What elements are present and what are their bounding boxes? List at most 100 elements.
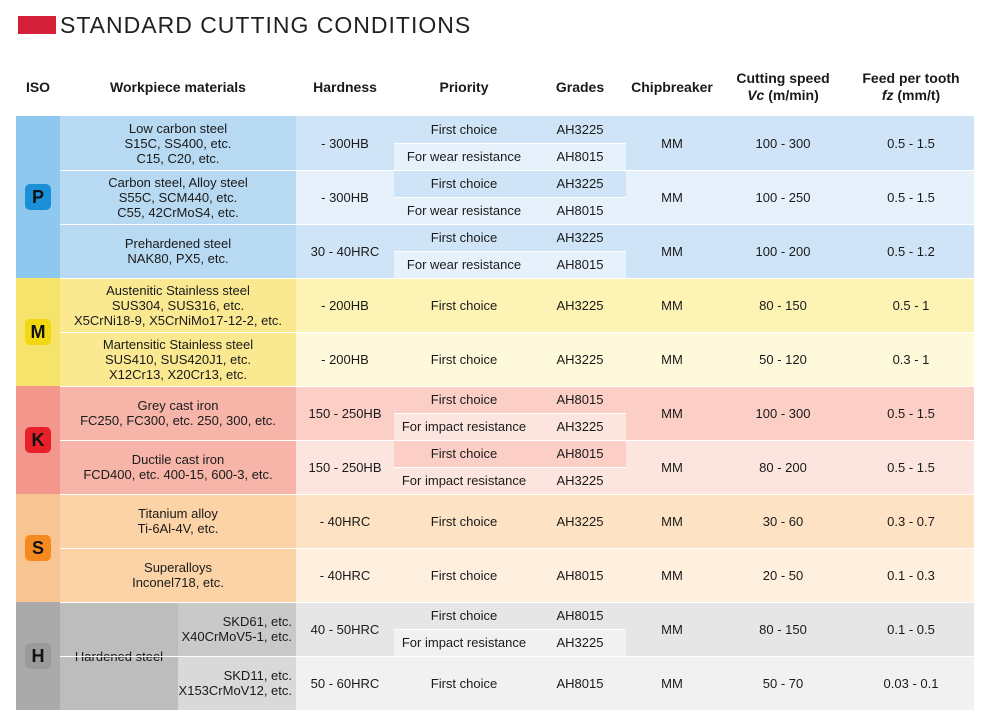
priority-cell: For impact resistance — [394, 467, 534, 494]
feed-per-tooth-cell: 0.5 - 1.5 — [848, 116, 974, 170]
material-line: Carbon steel, Alloy steel — [108, 174, 248, 190]
material-line: Superalloys — [144, 560, 212, 575]
grade-cell: AH8015 — [534, 251, 626, 278]
feed-per-tooth-cell: 0.3 - 0.7 — [848, 494, 974, 548]
priority-cell: For impact resistance — [394, 413, 534, 440]
iso-badge: S — [25, 535, 51, 561]
chipbreaker-cell: MM — [626, 602, 718, 656]
material-line: NAK80, PX5, etc. — [127, 251, 229, 266]
material-line: Low carbon steel — [128, 120, 228, 136]
cutting-speed-cell: 50 - 70 — [718, 656, 848, 710]
feed-per-tooth-cell: 0.1 - 0.5 — [848, 602, 974, 656]
choice-divider — [394, 413, 626, 414]
hardness-cell: - 300HB — [296, 116, 394, 170]
material-line: Grey cast iron — [137, 398, 219, 413]
hardness-cell: 50 - 60HRC — [296, 656, 394, 710]
row-divider — [60, 548, 974, 549]
priority-cell: First choice — [394, 494, 534, 548]
grade-cell: AH3225 — [534, 413, 626, 440]
grade-cell: AH8015 — [534, 602, 626, 629]
material-line: Ti-6Al-4V, etc. — [137, 521, 219, 536]
grade-cell: AH3225 — [534, 116, 626, 143]
chipbreaker-cell: MM — [626, 170, 718, 224]
material-line: SUS304, SUS316, etc. — [111, 297, 245, 313]
material-cell: Carbon steel, Alloy steel S55C, SCM440, e… — [60, 170, 296, 224]
grade-cell: AH8015 — [534, 197, 626, 224]
material-cell: Austenitic Stainless steel SUS304, SUS316… — [60, 278, 296, 332]
row-divider — [60, 332, 974, 333]
material-line: S55C, SCM440, etc. — [118, 189, 238, 205]
feed-per-tooth-cell: 0.5 - 1.5 — [848, 386, 974, 440]
row-divider — [60, 494, 974, 495]
material-line: X153CrMoV12, etc. — [178, 683, 292, 698]
material-cell: Martensitic Stainless steel SUS410, SUS42… — [60, 332, 296, 386]
material-cell: Titanium alloy Ti-6Al-4V, etc. — [60, 494, 296, 548]
material-cell: Ductile cast iron FCD400, etc. 400-15, 60… — [60, 440, 296, 494]
grade-cell: AH8015 — [534, 143, 626, 170]
material-line: S15C, SS400, etc. — [124, 135, 232, 151]
chipbreaker-cell: MM — [626, 278, 718, 332]
material-cell: SKD11, etc. X153CrMoV12, etc. — [178, 656, 296, 710]
iso-group-m: M — [16, 278, 60, 386]
material-line: X40CrMoV5-1, etc. — [181, 629, 292, 644]
priority-cell: For wear resistance — [394, 197, 534, 224]
priority-cell: First choice — [394, 440, 534, 467]
iso-badge: M — [25, 319, 51, 345]
material-line: Ductile cast iron — [131, 452, 225, 467]
page-title: STANDARD CUTTING CONDITIONS — [60, 12, 472, 38]
chipbreaker-cell: MM — [626, 548, 718, 602]
material-line: X12Cr13, X20Cr13, etc. — [108, 366, 248, 382]
chipbreaker-cell: MM — [626, 656, 718, 710]
header-grades: Grades — [555, 78, 605, 95]
feed-per-tooth-cell: 0.1 - 0.3 — [848, 548, 974, 602]
title-accent-bar — [18, 16, 56, 34]
material-line: X5CrNi18-9, X5CrNiMo17-12-2, etc. — [73, 312, 283, 328]
header-iso: ISO — [25, 78, 51, 95]
material-line: Titanium alloy — [138, 506, 218, 521]
grade-cell: AH8015 — [534, 656, 626, 710]
feed-per-tooth-cell: 0.3 - 1 — [848, 332, 974, 386]
choice-divider — [394, 197, 626, 198]
header-cutting-speed: Cutting speed Vc (m/min) — [736, 70, 830, 103]
row-divider — [60, 656, 974, 657]
choice-divider — [394, 143, 626, 144]
cutting-speed-cell: 20 - 50 — [718, 548, 848, 602]
chipbreaker-cell: MM — [626, 386, 718, 440]
material-line: SKD61, etc. — [222, 614, 292, 629]
priority-cell: First choice — [394, 170, 534, 197]
hardness-cell: - 40HRC — [296, 548, 394, 602]
row-divider — [60, 602, 974, 603]
feed-per-tooth-cell: 0.03 - 0.1 — [848, 656, 974, 710]
iso-badge: K — [25, 427, 51, 453]
cutting-speed-cell: 100 - 300 — [718, 116, 848, 170]
iso-group-p: P — [16, 116, 60, 278]
material-line: FCD400, etc. 400-15, 600-3, etc. — [83, 467, 273, 482]
iso-group-k: K — [16, 386, 60, 494]
header-hardness: Hardness — [313, 78, 377, 95]
cutting-speed-cell: 100 - 300 — [718, 386, 848, 440]
grade-cell: AH8015 — [534, 440, 626, 467]
grade-cell: AH8015 — [534, 386, 626, 413]
cutting-speed-cell: 80 - 150 — [718, 602, 848, 656]
cutting-speed-cell: 50 - 120 — [718, 332, 848, 386]
chipbreaker-cell: MM — [626, 440, 718, 494]
priority-cell: First choice — [394, 656, 534, 710]
material-cell: Low carbon steel S15C, SS400, etc. C15, C2… — [60, 116, 296, 170]
material-line: Martensitic Stainless steel — [102, 336, 254, 352]
header-materials: Workpiece materials — [110, 78, 246, 95]
feed-per-tooth-cell: 0.5 - 1.5 — [848, 170, 974, 224]
priority-cell: First choice — [394, 224, 534, 251]
material-line: SKD11, etc. — [223, 668, 292, 683]
material-cell: Grey cast iron FC250, FC300, etc. 250, 30… — [60, 386, 296, 440]
chipbreaker-cell: MM — [626, 494, 718, 548]
cutting-speed-cell: 100 - 200 — [718, 224, 848, 278]
feed-per-tooth-cell: 0.5 - 1.5 — [848, 440, 974, 494]
material-line: FC250, FC300, etc. 250, 300, etc. — [80, 413, 276, 428]
priority-cell: First choice — [394, 116, 534, 143]
choice-divider — [394, 467, 626, 468]
feed-per-tooth-cell: 0.5 - 1 — [848, 278, 974, 332]
iso-badge: P — [25, 184, 51, 210]
header-priority: Priority — [439, 78, 489, 95]
material-line: C15, C20, etc. — [136, 150, 220, 166]
hardness-cell: - 200HB — [296, 278, 394, 332]
